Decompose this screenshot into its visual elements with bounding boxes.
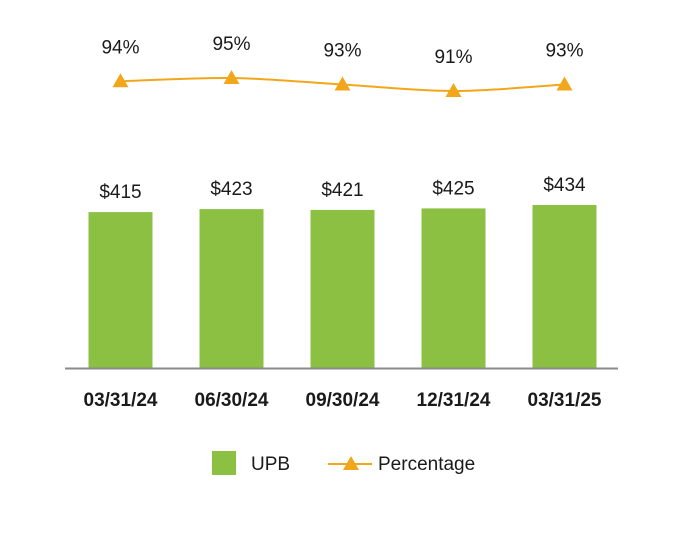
percentage-marker <box>334 76 351 91</box>
x-tick-label: 06/30/24 <box>195 390 269 411</box>
bar-upb <box>421 208 486 368</box>
bar-upb <box>199 209 264 368</box>
x-tick-label: 03/31/24 <box>84 390 158 411</box>
percentage-value-label: 93% <box>323 41 361 62</box>
percentage-value-label: 95% <box>212 34 250 55</box>
percentage-value-label: 91% <box>434 47 472 68</box>
legend: UPB Percentage <box>212 451 475 475</box>
bar-upb <box>88 212 153 368</box>
x-tick-label: 09/30/24 <box>306 390 380 411</box>
percentage-value-label: 94% <box>101 37 139 58</box>
percentage-marker <box>445 83 462 97</box>
percentage-marker <box>556 76 573 91</box>
bar-value-label: $421 <box>321 180 363 201</box>
legend-label-percentage: Percentage <box>378 454 475 475</box>
bars-layer: $415 $423 $421 $425 $434 <box>88 175 597 368</box>
bar-value-label: $423 <box>210 179 252 200</box>
percentage-line-layer: 94% 95% 93% 91% 93% <box>101 34 584 97</box>
bar-value-label: $425 <box>432 178 474 199</box>
percentage-value-label: 93% <box>545 41 583 62</box>
legend-label-upb: UPB <box>251 454 290 475</box>
bar-value-label: $415 <box>99 182 141 203</box>
x-tick-label: 03/31/25 <box>528 390 602 411</box>
x-axis: 03/31/24 06/30/24 09/30/24 12/31/24 03/31/25 <box>65 367 618 411</box>
percentage-marker <box>112 73 129 88</box>
bar-value-label: $434 <box>543 175 586 196</box>
legend-marker-percentage <box>343 456 359 470</box>
legend-swatch-upb <box>212 451 236 475</box>
percentage-marker <box>223 70 240 84</box>
x-tick-label: 12/31/24 <box>417 390 491 411</box>
bar-upb <box>310 209 375 368</box>
bar-upb <box>532 205 597 368</box>
